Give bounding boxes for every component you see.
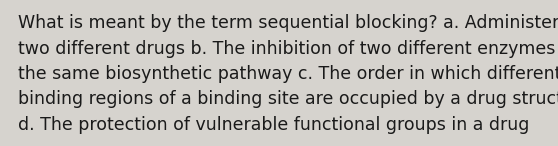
Text: the same biosynthetic pathway c. The order in which different: the same biosynthetic pathway c. The ord…	[18, 65, 558, 83]
Text: binding regions of a binding site are occupied by a drug structure: binding regions of a binding site are oc…	[18, 91, 558, 108]
Text: two different drugs b. The inhibition of two different enzymes in: two different drugs b. The inhibition of…	[18, 40, 558, 58]
Text: d. The protection of vulnerable functional groups in a drug: d. The protection of vulnerable function…	[18, 116, 530, 134]
Text: What is meant by the term sequential blocking? a. Administering: What is meant by the term sequential blo…	[18, 14, 558, 32]
